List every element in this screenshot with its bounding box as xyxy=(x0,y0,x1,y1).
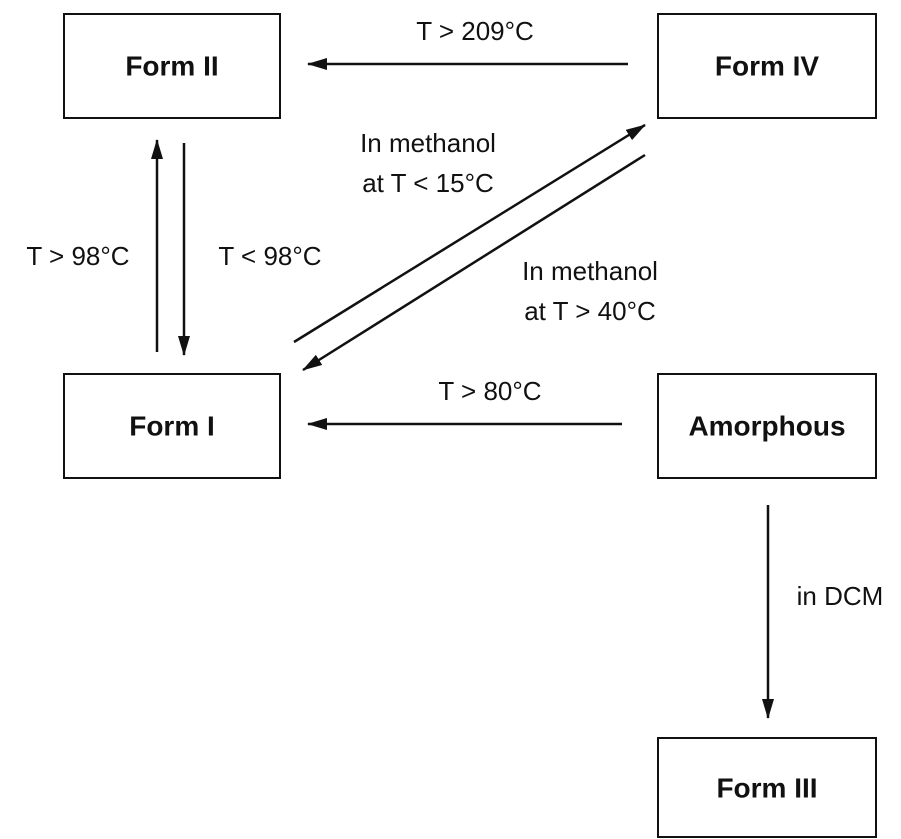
node-label: Form IV xyxy=(715,50,820,81)
node-label: Form I xyxy=(129,410,215,441)
arrow xyxy=(293,123,646,344)
node-box xyxy=(657,373,877,479)
edge-label: at T < 15°C xyxy=(362,168,494,198)
node: Form I xyxy=(63,373,281,479)
edge-label: T < 98°C xyxy=(218,241,321,271)
edge-label: T > 80°C xyxy=(438,376,541,406)
edge-label: in DCM xyxy=(797,581,884,611)
node-box xyxy=(63,373,281,479)
edge-label: at T > 40°C xyxy=(524,296,656,326)
node-label: Form II xyxy=(125,50,218,81)
node: Form II xyxy=(63,13,281,119)
node-box xyxy=(63,13,281,119)
node-label: Form III xyxy=(716,772,817,803)
edge-label: In methanol xyxy=(360,128,496,158)
edge-label: In methanol xyxy=(522,256,658,286)
node: Amorphous xyxy=(657,373,877,479)
node-box xyxy=(657,13,877,119)
node-box xyxy=(657,737,877,838)
edge-label: T > 98°C xyxy=(26,241,129,271)
edge-label: T > 209°C xyxy=(416,16,534,46)
node-label: Amorphous xyxy=(688,410,845,441)
arrow xyxy=(302,153,646,372)
node: Form III xyxy=(657,737,877,838)
node: Form IV xyxy=(657,13,877,119)
